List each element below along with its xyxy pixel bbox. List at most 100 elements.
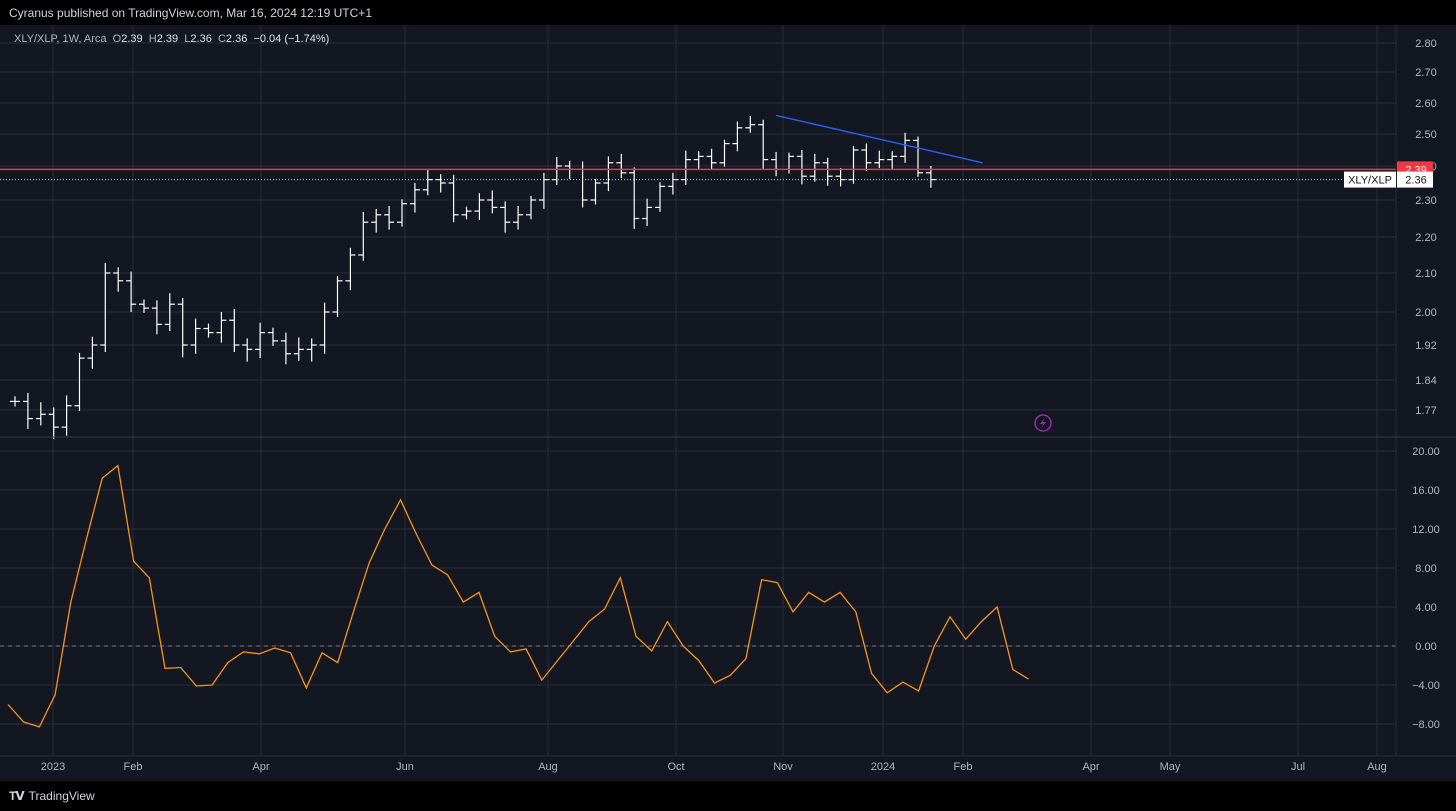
oscillator-pane xyxy=(0,464,1396,728)
price-bar xyxy=(332,276,343,317)
price-bar xyxy=(139,299,149,313)
price-bar xyxy=(358,211,369,261)
price-bar xyxy=(22,392,33,429)
x-tick-label: Jun xyxy=(396,761,414,773)
price-tick-label: 1.92 xyxy=(1415,340,1436,352)
symbol-legend: XLY/XLP, 1W, Arca O2.39 H2.39 L2.36 C2.3… xyxy=(14,33,329,45)
grid xyxy=(0,25,1396,756)
price-bar xyxy=(345,247,356,291)
price-tick-label: 2.10 xyxy=(1415,268,1436,280)
price-bar xyxy=(822,157,833,186)
price-bar xyxy=(603,156,614,192)
axis-background xyxy=(1396,25,1456,781)
chart-background xyxy=(0,25,1456,781)
price-bar xyxy=(255,322,266,359)
brand[interactable]: T𝗩 TradingView xyxy=(9,789,95,803)
x-tick-label: Feb xyxy=(124,761,143,773)
price-bar xyxy=(526,195,536,220)
legend-open-value: 2.39 xyxy=(121,33,143,45)
price-bar xyxy=(693,151,704,169)
axes: 2023 Feb Apr Jun Aug Oct Nov 2024 Feb Apr May Jul Au… xyxy=(0,25,1456,781)
price-tick-label: 2.30 xyxy=(1415,195,1436,207)
x-tick-label: Feb xyxy=(954,761,973,773)
legend-symbol: XLY/XLP, 1W, Arca xyxy=(14,33,107,45)
price-bar xyxy=(10,396,20,407)
price-bar xyxy=(590,178,601,205)
price-tick-label: 2.50 xyxy=(1415,129,1436,141)
legend-high-value: 2.39 xyxy=(156,33,179,45)
osc-tick-label: −8.00 xyxy=(1412,719,1440,731)
brand-name: TradingView xyxy=(28,789,95,803)
price-bar xyxy=(35,402,46,426)
chart-area[interactable]: 2023 Feb Apr Jun Aug Oct Nov 2024 Feb Apr May Jul Au… xyxy=(0,25,1456,781)
osc-tick-label: 0.00 xyxy=(1415,641,1436,653)
price-bar xyxy=(500,201,511,233)
price-bar xyxy=(719,139,730,167)
price-bar xyxy=(371,208,382,233)
price-bar xyxy=(384,205,395,230)
price-bar xyxy=(448,174,459,223)
legend-close-value: 2.36 xyxy=(225,33,248,45)
price-bars xyxy=(0,114,1396,440)
price-bar xyxy=(409,183,420,213)
price-bar xyxy=(913,136,923,177)
flash-icon[interactable] xyxy=(1034,414,1052,432)
price-bar xyxy=(164,293,175,331)
last-price-tag-text: 2.36 xyxy=(1405,175,1426,187)
osc-tick-label: 8.00 xyxy=(1415,563,1436,575)
osc-tick-label: 4.00 xyxy=(1415,602,1436,614)
price-bar xyxy=(487,190,498,214)
price-bar xyxy=(126,271,137,312)
price-tick-label: 2.80 xyxy=(1415,38,1436,50)
osc-tick-label: 12.00 xyxy=(1412,524,1440,536)
price-bar xyxy=(706,148,717,170)
price-bar xyxy=(629,167,640,229)
last-price-tag xyxy=(1397,171,1433,188)
price-bar xyxy=(177,297,188,358)
price-bar xyxy=(809,153,820,182)
price-tick-label: 2.00 xyxy=(1415,307,1436,319)
x-tick-label: Oct xyxy=(667,761,684,773)
symbol-tag xyxy=(1344,171,1396,188)
price-bar xyxy=(242,338,253,362)
price-bar xyxy=(268,327,278,346)
footer-bar: T𝗩 TradingView xyxy=(0,781,1456,811)
publish-text: Cyranus published on TradingView.com, Ma… xyxy=(9,6,372,20)
price-bar xyxy=(900,132,911,163)
price-bar xyxy=(642,198,653,226)
price-bar xyxy=(151,300,162,335)
price-bar xyxy=(616,153,627,179)
price-bar xyxy=(87,336,98,369)
price-bar xyxy=(190,318,201,354)
price-bar xyxy=(203,323,214,338)
price-bar xyxy=(306,338,317,362)
x-tick-label: Apr xyxy=(252,761,269,773)
price-bar xyxy=(113,267,124,292)
price-bar xyxy=(655,182,665,212)
price-bar xyxy=(319,302,330,354)
price-bar xyxy=(74,352,85,411)
x-tick-label: May xyxy=(1160,761,1181,773)
price-tick-label: 2.70 xyxy=(1415,67,1436,79)
osc-tick-label: −4.00 xyxy=(1412,680,1440,692)
publish-bar: Cyranus published on TradingView.com, Ma… xyxy=(0,0,1456,25)
price-bar xyxy=(758,119,769,169)
osc-tick-label: 20.00 xyxy=(1412,446,1440,458)
x-tick-label: Jul xyxy=(1291,761,1305,773)
price-bar xyxy=(397,199,407,227)
legend-low-label: L xyxy=(184,33,191,45)
price-bar xyxy=(732,121,743,152)
x-tick-label: Nov xyxy=(773,761,793,773)
x-tick-label: Aug xyxy=(538,761,558,773)
price-bar xyxy=(229,308,240,352)
price-bar xyxy=(461,206,472,220)
x-tick-label: 2024 xyxy=(871,761,895,773)
x-tick-label: Apr xyxy=(1082,761,1099,773)
price-bar xyxy=(474,193,485,220)
trend-line xyxy=(775,114,983,164)
price-tick-label: 2.20 xyxy=(1415,232,1436,244)
price-bar xyxy=(48,407,59,440)
price-bar xyxy=(293,337,304,361)
price-tick-label: 1.84 xyxy=(1415,375,1436,387)
